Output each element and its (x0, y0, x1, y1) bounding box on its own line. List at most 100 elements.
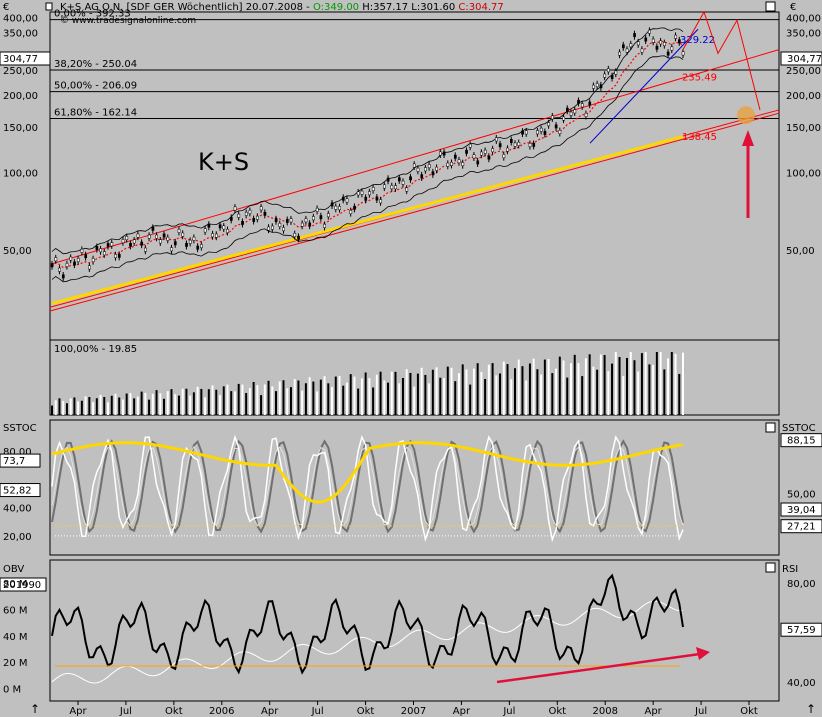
price-candle (229, 216, 233, 221)
volume-bar (286, 388, 289, 415)
svg-text:K+S AG O.N. [SDF GER Wöchentl: K+S AG O.N. [SDF GER Wöchentlich] 20.07.… (60, 2, 504, 13)
volume-bar (607, 371, 610, 415)
obv-axis: 201990 60 M 40 M 20 M 0 M 80 M 80,00 57,59 40,00 (0, 577, 822, 695)
annotation-1: 235.49 (682, 73, 717, 84)
x-label-4: Apr (261, 706, 279, 717)
price-candle (439, 151, 442, 156)
volume-bar (252, 382, 255, 415)
volume-bar (670, 352, 673, 415)
volume-bar (521, 366, 524, 415)
volume-bar (148, 399, 151, 415)
price-candle (327, 213, 330, 218)
price-candle (140, 241, 144, 246)
currency-symbol-right: € (790, 2, 796, 13)
volume-bar (375, 374, 378, 415)
price-candle (103, 251, 106, 256)
volume-bar (611, 363, 614, 415)
price-candle (136, 233, 140, 238)
stoch-tick-right-3: 27,21 (787, 522, 816, 533)
volume-bar (323, 376, 326, 415)
volume-bar (248, 387, 251, 415)
chart-label: K+S (198, 148, 249, 176)
volume-bar (275, 391, 278, 415)
volume-bar (177, 395, 180, 415)
currency-symbol: € (3, 2, 9, 13)
price-candle (580, 103, 584, 108)
volume-bar (409, 372, 412, 415)
price-candle (58, 267, 61, 272)
volume-bar (476, 363, 479, 415)
scroll-up-arrow-left[interactable]: ↑ (30, 702, 40, 716)
price-candle (625, 48, 629, 53)
time-axis: Apr Jul Okt 2006 Apr Jul Okt 2007 Apr Jul Okt 2008 A… (69, 701, 758, 717)
price-candle (207, 223, 211, 228)
fib-label-0: 0,00% - 392.33 (54, 9, 131, 20)
stoch-close-icon[interactable] (765, 422, 776, 433)
price-candle (274, 218, 278, 223)
volume-bar (555, 368, 558, 415)
price-candle (390, 185, 394, 190)
chart-menu-icon[interactable] (45, 2, 53, 11)
stoch-average (51, 441, 684, 504)
volume-bar (510, 379, 513, 415)
price-close-icon[interactable] (765, 1, 776, 12)
x-label-5: Jul (311, 706, 324, 717)
price-axis: 400,00 400,00 350,00 350,00 250,00 250,00 200,… (3, 13, 821, 257)
volume-bar (65, 403, 68, 415)
volume-bar (667, 358, 670, 415)
volume-bar (528, 363, 531, 415)
price-candle (282, 227, 285, 232)
price-candle (588, 101, 592, 106)
x-label-14: Okt (740, 706, 758, 717)
x-label-9: Jul (502, 706, 515, 717)
price-candle (312, 216, 315, 221)
price-candle (132, 239, 136, 244)
x-label-0: Apr (69, 706, 87, 717)
price-candle (629, 43, 633, 48)
volume-bar (551, 373, 554, 415)
obv-tick-left-top: 80 M (3, 579, 28, 590)
price-candle (633, 33, 636, 38)
price-candle (353, 205, 356, 210)
price-candle (461, 162, 465, 167)
volume-bar (77, 401, 80, 415)
price-candle (480, 151, 483, 156)
volume-bar (92, 402, 95, 415)
volume-bar (495, 375, 498, 415)
volume-bar (245, 393, 248, 415)
price-candle (69, 256, 73, 261)
header-title: K+S AG O.N. [SDF GER Wöchentlich] 20.07.… (60, 2, 313, 13)
volume-bar (308, 377, 311, 415)
volume-bar (461, 364, 464, 415)
volume-bar (383, 380, 386, 415)
stochastic-lines (51, 434, 684, 543)
price-candle (405, 187, 409, 192)
volume-bar (618, 357, 621, 415)
scroll-up-arrow-right[interactable]: ↑ (806, 702, 816, 716)
volume-bar (420, 367, 423, 415)
price-candle (170, 247, 173, 252)
volume-bar (103, 397, 106, 415)
volume-bar (450, 367, 453, 415)
volume-label: 100,00% - 19.85 (54, 344, 137, 355)
obv-lines (51, 573, 710, 684)
price-candle (614, 70, 618, 75)
price-candle (244, 211, 248, 216)
volume-bar (454, 381, 457, 415)
volume-bar (543, 359, 546, 415)
volume-bar (499, 373, 502, 415)
fib-label-3: 61,80% - 162.14 (54, 107, 137, 118)
volume-bar (237, 383, 240, 415)
volume-bar (405, 369, 408, 415)
obv-close-icon[interactable] (765, 562, 776, 573)
x-label-2: Okt (165, 706, 183, 717)
price-candle (416, 167, 420, 172)
volume-bar (502, 361, 505, 415)
price-candle (203, 228, 207, 233)
price-candle (607, 68, 610, 73)
price-candle (215, 233, 218, 238)
price-candle (622, 44, 625, 49)
price-candle (584, 113, 588, 117)
price-candle (524, 130, 528, 135)
volume-bars (51, 352, 684, 415)
